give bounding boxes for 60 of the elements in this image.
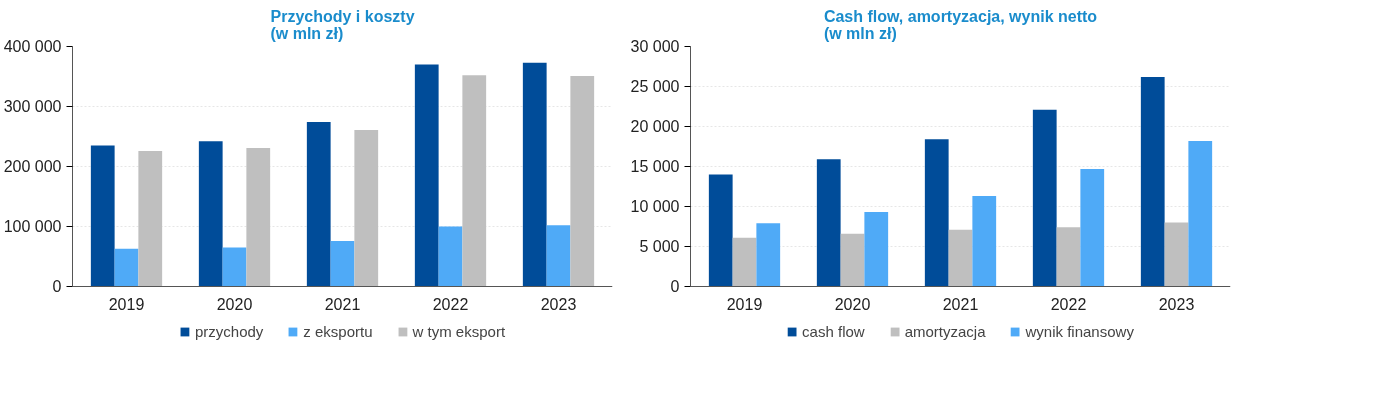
bar (90, 145, 115, 287)
bar (462, 75, 487, 287)
x-tick-label: 2019 (726, 295, 763, 313)
bar (1140, 76, 1165, 287)
bar (198, 141, 223, 287)
legend-label: wynik finansowy (1025, 323, 1134, 340)
y-tick-label: 300 000 (3, 98, 62, 115)
y-tick-label: 10 000 (630, 198, 680, 215)
y-tick-label: 0 (52, 278, 62, 295)
bar (330, 240, 355, 287)
bar (354, 129, 379, 287)
bar (222, 247, 247, 287)
x-tick-label: 2022 (432, 295, 469, 313)
bar (1188, 140, 1213, 287)
legend-label: z eksportu (303, 323, 373, 340)
x-tick-label: 2021 (942, 295, 979, 313)
x-tick-label: 2023 (540, 295, 577, 313)
x-tick-label: 2020 (216, 295, 253, 313)
bar (570, 75, 595, 287)
bar (438, 226, 463, 287)
bar (864, 212, 889, 287)
y-tick-label: 20 000 (630, 118, 680, 135)
bar (732, 237, 757, 287)
y-tick-label: 200 000 (3, 158, 62, 175)
legend-label: cash flow (802, 323, 865, 340)
x-tick-label: 2019 (108, 295, 145, 313)
y-tick-label: 25 000 (630, 78, 680, 95)
x-tick-label: 2020 (834, 295, 871, 313)
x-tick-label: 2023 (1158, 295, 1195, 313)
bar (414, 64, 439, 287)
y-tick-label: 5 000 (639, 238, 680, 255)
bar (1080, 168, 1105, 287)
bar (840, 233, 865, 287)
bar (1164, 222, 1189, 287)
bar (816, 159, 841, 287)
y-tick-label: 15 000 (630, 158, 680, 175)
bar (972, 196, 997, 287)
x-tick-label: 2022 (1050, 295, 1087, 313)
bar (138, 150, 163, 287)
x-tick-label: 2021 (324, 295, 361, 313)
bar (1032, 109, 1057, 287)
bar (306, 122, 331, 287)
y-tick-label: 400 000 (3, 38, 62, 55)
bar (114, 248, 139, 287)
legend-label: przychody (194, 323, 264, 340)
bar (246, 147, 271, 287)
bar (522, 62, 547, 287)
chart-title: Cash flow, amortyzacja, wynik netto (w mln zł) (823, 7, 1098, 42)
y-tick-label: 0 (670, 278, 680, 295)
bar (546, 225, 571, 287)
legend-label: amortyzacja (904, 323, 986, 340)
chart-title: Przychody i koszty (w mln zł) (270, 7, 415, 42)
bar (924, 139, 949, 287)
bar (948, 229, 973, 287)
bar (1056, 227, 1081, 287)
bar (708, 174, 733, 287)
y-tick-label: 100 000 (3, 218, 62, 235)
bar (756, 223, 781, 287)
y-tick-label: 30 000 (630, 38, 680, 55)
legend-label: w tym eksport (412, 323, 506, 340)
